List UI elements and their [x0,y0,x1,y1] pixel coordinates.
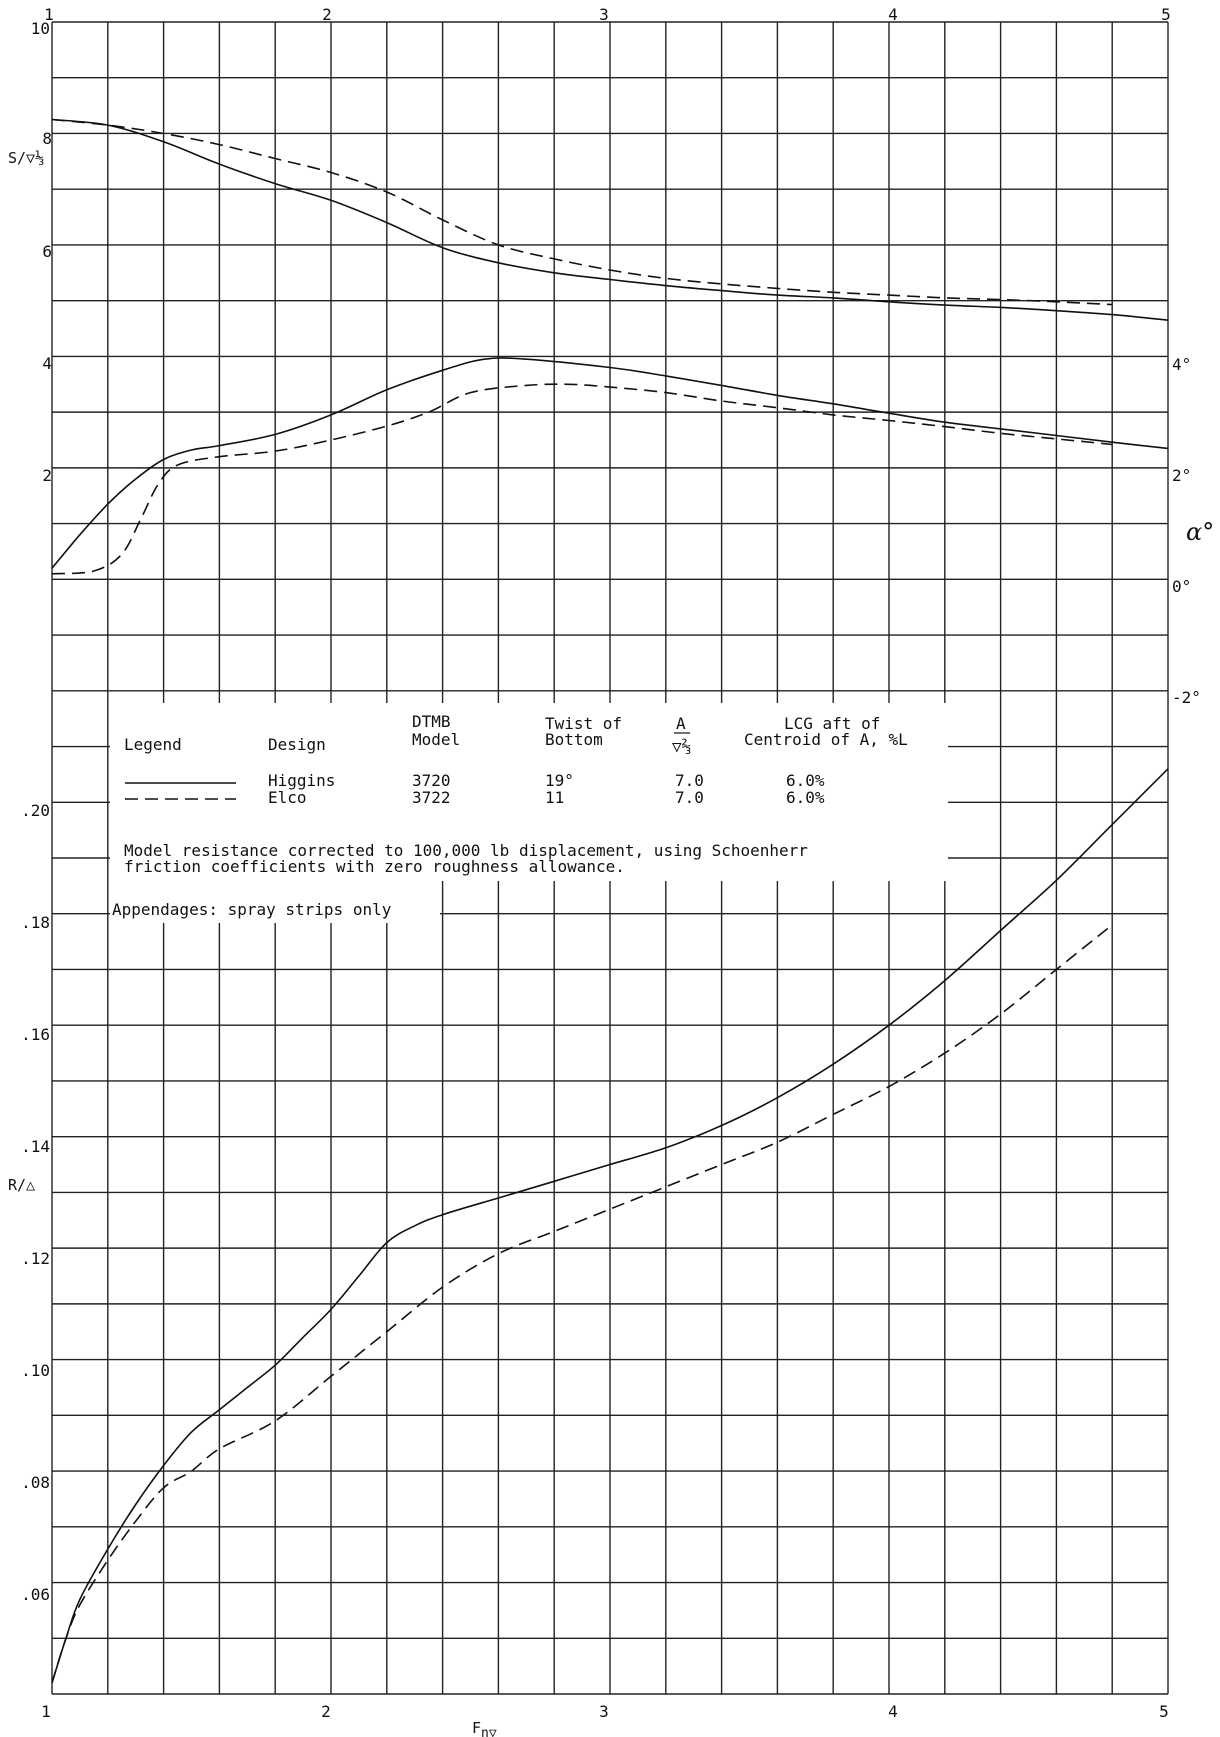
legend-note-line1: Model resistance corrected to 100,000 lb… [124,841,808,860]
series-curves [51,118,1169,1684]
legend-background [110,703,948,881]
legend-elco-ratio: 7.0 [675,788,704,807]
x-tick-top-1: 1 [44,5,54,24]
legend-elco-design: Elco [268,788,307,807]
x-tick-bottom-1: 1 [41,1702,51,1721]
s-tick-8: 8 [42,129,52,148]
legend-higgins-model: 3720 [412,771,451,790]
legend-header-lcg-bottom: Centroid of A, %L [744,730,908,749]
higgins-resistance-line [51,768,1169,1684]
alpha-tick-2: 2° [1172,466,1191,485]
x-tick-bottom-5: 5 [1159,1702,1169,1721]
alpha-axis-label: α° [1186,518,1214,546]
r-tick-10: .10 [21,1361,50,1380]
legend-header-lcg-top: LCG aft of [784,714,880,733]
s-tick-2: 2 [42,466,52,485]
legend-higgins-twist: 19° [545,771,574,790]
x-tick-bottom-3: 3 [599,1702,609,1721]
legend-header-ratio-bottom: ▽⅔ [672,737,691,756]
alpha-tick-minus2: -2° [1172,688,1201,707]
x-tick-top-2: 2 [322,5,332,24]
r-tick-12: .12 [21,1249,50,1268]
s-tick-10: 10 [31,19,50,38]
r-tick-14: .14 [21,1137,50,1156]
appendages-background [110,881,440,923]
legend-elco-twist: 11 [545,788,564,807]
x-tick-top-5: 5 [1161,5,1171,24]
legend-header-twist-top: Twist of [545,714,622,733]
r-axis-label: R/△ [8,1176,35,1194]
r-tick-08: .08 [21,1473,50,1492]
s-axis-label: S/▽⅓ [8,149,44,167]
x-axis-label-sub: n▽ [481,1726,497,1737]
alpha-tick-4: 4° [1172,355,1191,374]
alpha-tick-0: 0° [1172,577,1191,596]
x-tick-top-4: 4 [888,5,898,24]
elco-resistance-line [51,924,1113,1684]
legend-header-legend: Legend [124,735,182,754]
legend-header-twist-bottom: Bottom [545,730,603,749]
legend-note-line2: friction coefficients with zero roughnes… [124,857,625,876]
s-tick-6: 6 [42,242,52,261]
higgins-trim-line [51,357,1169,569]
x-axis-label: Fn▽ [472,1719,497,1737]
r-tick-20: .20 [21,801,50,820]
legend-higgins-design: Higgins [268,771,335,790]
legend-elco-model: 3722 [412,788,451,807]
legend-header-model-bottom: Model [412,730,460,749]
x-tick-top-3: 3 [599,5,609,24]
s-tick-4: 4 [42,354,52,373]
legend-header-model-top: DTMB [412,712,451,731]
x-tick-bottom-4: 4 [888,1702,898,1721]
r-tick-06: .06 [21,1585,50,1604]
legend-appendages: Appendages: spray strips only [112,900,392,919]
x-axis-label-main: F [472,1719,481,1737]
legend-elco-lcg: 6.0% [786,788,825,807]
higgins-sinkage-line [51,118,1169,321]
elco-trim-line [51,383,1113,575]
r-tick-16: .16 [21,1025,50,1044]
legend-header-design: Design [268,735,326,754]
legend: DTMB Twist of A LCG aft of Legend Design… [110,703,948,923]
x-tick-bottom-2: 2 [321,1702,331,1721]
legend-higgins-lcg: 6.0% [786,771,825,790]
r-tick-18: .18 [21,913,50,932]
legend-header-ratio-top: A [676,714,686,733]
legend-higgins-ratio: 7.0 [675,771,704,790]
